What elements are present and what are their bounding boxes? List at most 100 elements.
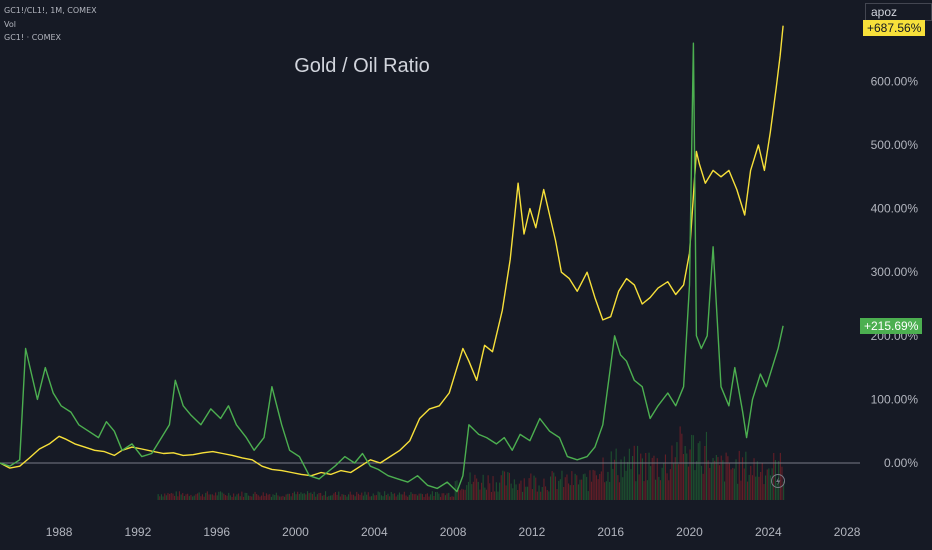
volume-bar [776,482,778,500]
volume-bar [210,494,212,500]
volume-bar [344,495,346,500]
volume-bar [382,496,384,500]
volume-bar [640,453,642,500]
volume-bar [684,446,686,500]
time-axis[interactable]: 1988 1992 1996 2000 2004 2008 2012 2016 2020 2024… [46,525,861,539]
y-tick-label: 300.00% [871,265,919,279]
volume-bar [313,491,315,500]
volume-bar [697,443,699,500]
volume-bar [254,491,256,500]
y-tick-label: 600.00% [871,74,919,88]
volume-bar [758,476,760,500]
volume-bar [305,494,307,500]
volume-bar [586,476,588,500]
volume-legend[interactable]: Vol [4,20,16,29]
volume-bar [231,497,233,500]
volume-bar [192,496,194,500]
price-axis[interactable]: 0.00%100.00%200.00%300.00%400.00%500.00%… [871,74,919,470]
volume-bar [297,491,299,500]
volume-bar [582,474,584,500]
volume-bar [390,492,392,500]
volume-bar [563,487,565,500]
volume-bar [435,492,437,500]
volume-bar [293,491,295,500]
volume-bar [674,457,676,500]
volume-bar [311,494,313,500]
volume-bar [180,494,182,500]
volume-bar [622,477,624,500]
volume-bar [477,481,479,500]
volume-bar [410,492,412,500]
volume-bar [761,463,763,500]
volume-bar [482,474,484,500]
volume-bar [336,494,338,500]
volume-bar [709,468,711,500]
volume-bar [398,492,400,500]
volume-bar [320,492,322,500]
volume-bar [325,491,327,500]
volume-bar [740,480,742,500]
volume-bar [568,483,570,500]
volume-bar [691,434,693,500]
username-field[interactable]: apoz [865,3,932,21]
volume-bar [178,491,180,500]
volume-bar [597,479,599,500]
volume-bar [628,448,630,500]
volume-bar [211,494,213,500]
volume-bar [208,494,210,500]
x-tick-label: 1996 [203,525,230,539]
volume-bar [239,496,241,500]
volume-bar [531,489,533,500]
volume-bar [185,494,187,500]
x-tick-label: 2004 [361,525,388,539]
volume-bar [753,458,755,500]
volume-bar [489,483,491,500]
volume-bar [290,496,292,500]
volume-bar [625,470,627,500]
flash-icon[interactable] [771,474,785,488]
volume-bar [200,496,202,500]
volume-bar [270,496,272,500]
volume-bar [604,482,606,500]
volume-bar [417,495,419,500]
volume-bar [566,474,568,500]
volume-bar [632,456,634,500]
volume-bar [224,495,226,500]
volume-bar [367,492,369,500]
volume-bar [408,494,410,500]
volume-bar [571,471,573,500]
volume-bar [448,492,450,500]
volume-bar [551,471,553,500]
volume-bar [279,496,281,500]
volume-bar [413,494,415,500]
volume-bar [402,494,404,500]
y-tick-label: 0.00% [884,456,918,470]
volume-bar [678,464,680,500]
volume-bar [244,492,246,500]
volume-bar [249,496,251,500]
y-tick-label: 100.00% [871,392,919,406]
volume-bar [274,495,276,500]
volume-bar [187,493,189,500]
volume-bar [369,496,371,500]
volume-bar [592,469,594,500]
volume-bar [635,481,637,500]
volume-bar [469,472,471,500]
volume-bar [431,491,433,500]
volume-bar [612,468,614,500]
volume-bar [650,466,652,500]
volume-bar [246,493,248,500]
volume-bar [160,494,162,500]
volume-bar [554,476,556,500]
volume-bar [385,495,387,500]
volume-bar [722,460,724,500]
symbol-legend[interactable]: GC1!/CL1!, 1M, COMEX [4,6,97,15]
x-tick-label: 2000 [282,525,309,539]
volume-bar [357,493,359,500]
volume-bar [339,496,341,500]
volume-bar [349,491,351,500]
volume-bar [686,453,688,500]
volume-bar [318,493,320,500]
compare-legend[interactable]: GC1! · COMEX [4,33,62,42]
